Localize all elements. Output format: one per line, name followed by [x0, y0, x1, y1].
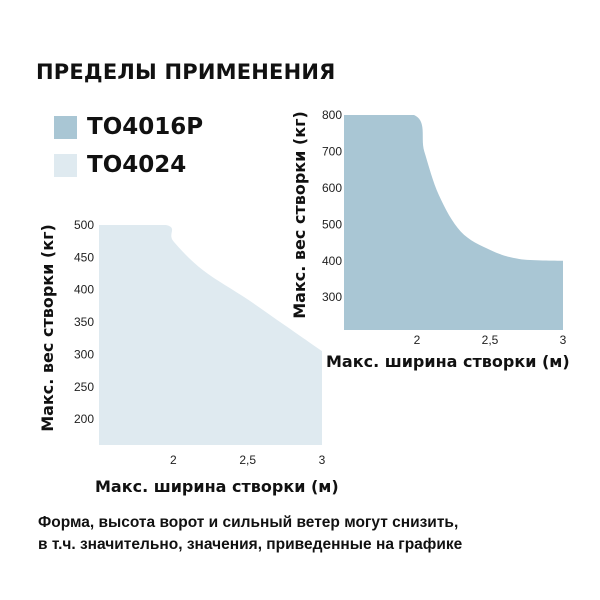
y-axis-label-to4024: Макс. вес створки (кг)	[38, 224, 57, 432]
legend-item-to4016p: TO4016P	[54, 113, 203, 141]
x-tick-label-to4024: 2	[170, 453, 177, 467]
disclaimer-note: Форма, высота ворот и сильный ветер могу…	[38, 512, 598, 556]
disclaimer-line-1: Форма, высота ворот и сильный ветер могу…	[38, 514, 459, 531]
y-tick-label-to4024: 450	[74, 250, 94, 264]
y-tick-label-to4024: 300	[74, 347, 94, 361]
x-tick-label-to4016p: 2	[414, 333, 421, 347]
x-tick-label-to4024: 3	[319, 453, 326, 467]
x-axis-label-to4016p: Макс. ширина створки (м)	[326, 352, 570, 371]
legend-label-to4024: TO4024	[87, 152, 187, 178]
chart-title: ПРЕДЕЛЫ ПРИМЕНЕНИЯ	[36, 60, 336, 84]
x-tick-label-to4024: 2,5	[239, 453, 256, 467]
disclaimer-line-2: в т.ч. значительно, значения, приведенны…	[38, 536, 463, 553]
legend-item-to4024: TO4024	[54, 151, 186, 179]
x-tick-label-to4016p: 3	[560, 333, 567, 347]
x-axis-label-to4024: Макс. ширина створки (м)	[95, 477, 339, 496]
y-tick-label-to4024: 350	[74, 315, 94, 329]
y-tick-label-to4016p: 600	[322, 181, 342, 195]
area-to4016p	[344, 115, 563, 330]
y-tick-label-to4016p: 400	[322, 254, 342, 268]
legend-swatch-to4016p	[54, 115, 77, 139]
y-tick-label-to4016p: 300	[322, 290, 342, 304]
legend-swatch-to4024	[54, 153, 77, 177]
y-axis-label-to4016p: Макс. вес створки (кг)	[290, 111, 309, 319]
y-tick-label-to4024: 200	[74, 412, 94, 426]
area-to4024	[99, 225, 322, 445]
legend-label-to4016p: TO4016P	[87, 114, 204, 140]
y-tick-label-to4016p: 500	[322, 217, 342, 231]
y-tick-label-to4024: 250	[74, 380, 94, 394]
y-tick-label-to4024: 500	[74, 218, 94, 232]
y-tick-label-to4016p: 700	[322, 144, 342, 158]
x-tick-label-to4016p: 2,5	[482, 333, 499, 347]
y-tick-label-to4024: 400	[74, 283, 94, 297]
y-tick-label-to4016p: 800	[322, 108, 342, 122]
